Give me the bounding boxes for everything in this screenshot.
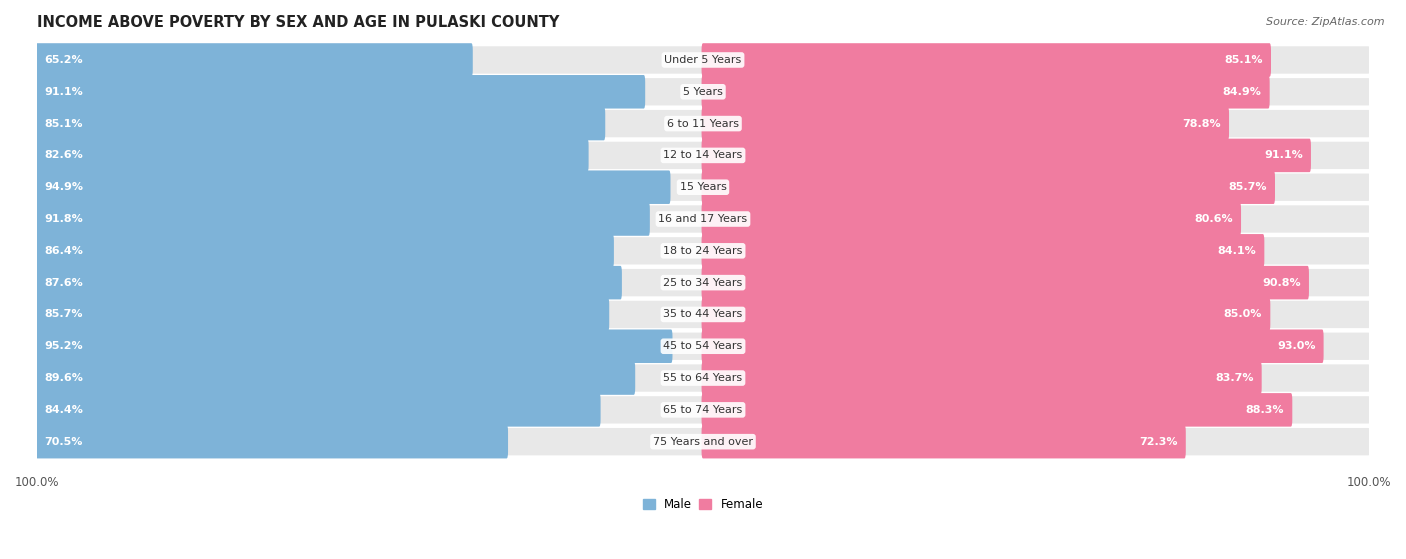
FancyBboxPatch shape <box>37 428 1369 456</box>
FancyBboxPatch shape <box>702 43 1271 77</box>
Text: 35 to 44 Years: 35 to 44 Years <box>664 310 742 319</box>
FancyBboxPatch shape <box>702 202 1241 236</box>
Text: 90.8%: 90.8% <box>1263 278 1301 288</box>
FancyBboxPatch shape <box>35 43 472 77</box>
FancyBboxPatch shape <box>702 107 1229 140</box>
FancyBboxPatch shape <box>37 173 1369 201</box>
Text: 91.1%: 91.1% <box>44 87 83 97</box>
FancyBboxPatch shape <box>37 396 1369 424</box>
FancyBboxPatch shape <box>37 364 1369 392</box>
Text: 86.4%: 86.4% <box>44 246 83 256</box>
Text: 91.8%: 91.8% <box>44 214 83 224</box>
FancyBboxPatch shape <box>702 234 1264 268</box>
FancyBboxPatch shape <box>35 170 671 204</box>
FancyBboxPatch shape <box>702 329 1323 363</box>
FancyBboxPatch shape <box>37 237 1369 264</box>
FancyBboxPatch shape <box>37 78 1369 106</box>
Text: 16 and 17 Years: 16 and 17 Years <box>658 214 748 224</box>
Text: 95.2%: 95.2% <box>44 341 83 351</box>
Text: 94.9%: 94.9% <box>44 182 83 192</box>
FancyBboxPatch shape <box>37 142 1369 169</box>
FancyBboxPatch shape <box>702 393 1292 427</box>
Text: 85.7%: 85.7% <box>44 310 83 319</box>
Text: 87.6%: 87.6% <box>44 278 83 288</box>
FancyBboxPatch shape <box>702 361 1261 395</box>
Text: 25 to 34 Years: 25 to 34 Years <box>664 278 742 288</box>
FancyBboxPatch shape <box>702 425 1185 458</box>
Text: 91.1%: 91.1% <box>1264 150 1303 160</box>
FancyBboxPatch shape <box>37 301 1369 328</box>
Text: 65 to 74 Years: 65 to 74 Years <box>664 405 742 415</box>
Text: INCOME ABOVE POVERTY BY SEX AND AGE IN PULASKI COUNTY: INCOME ABOVE POVERTY BY SEX AND AGE IN P… <box>37 15 560 30</box>
Text: 88.3%: 88.3% <box>1246 405 1284 415</box>
FancyBboxPatch shape <box>37 269 1369 296</box>
Text: 84.1%: 84.1% <box>1218 246 1256 256</box>
Text: 15 Years: 15 Years <box>679 182 727 192</box>
FancyBboxPatch shape <box>702 298 1271 331</box>
Text: 82.6%: 82.6% <box>44 150 83 160</box>
Text: 85.7%: 85.7% <box>1229 182 1267 192</box>
FancyBboxPatch shape <box>37 110 1369 138</box>
Text: 84.4%: 84.4% <box>44 405 83 415</box>
Text: 84.9%: 84.9% <box>1223 87 1261 97</box>
Text: 45 to 54 Years: 45 to 54 Years <box>664 341 742 351</box>
Text: 85.1%: 85.1% <box>44 119 83 129</box>
FancyBboxPatch shape <box>35 329 672 363</box>
FancyBboxPatch shape <box>35 234 614 268</box>
Legend: Male, Female: Male, Female <box>638 494 768 516</box>
FancyBboxPatch shape <box>702 75 1270 108</box>
FancyBboxPatch shape <box>35 107 605 140</box>
Text: 6 to 11 Years: 6 to 11 Years <box>666 119 740 129</box>
Text: 12 to 14 Years: 12 to 14 Years <box>664 150 742 160</box>
FancyBboxPatch shape <box>702 139 1310 172</box>
FancyBboxPatch shape <box>35 75 645 108</box>
FancyBboxPatch shape <box>35 266 621 300</box>
Text: 75 Years and over: 75 Years and over <box>652 437 754 447</box>
FancyBboxPatch shape <box>35 139 589 172</box>
Text: 65.2%: 65.2% <box>44 55 83 65</box>
FancyBboxPatch shape <box>37 333 1369 360</box>
Text: 5 Years: 5 Years <box>683 87 723 97</box>
Text: 85.1%: 85.1% <box>1225 55 1263 65</box>
Text: 55 to 64 Years: 55 to 64 Years <box>664 373 742 383</box>
Text: 72.3%: 72.3% <box>1139 437 1178 447</box>
FancyBboxPatch shape <box>37 46 1369 74</box>
Text: 78.8%: 78.8% <box>1182 119 1220 129</box>
FancyBboxPatch shape <box>35 202 650 236</box>
Text: 80.6%: 80.6% <box>1194 214 1233 224</box>
Text: 70.5%: 70.5% <box>44 437 83 447</box>
Text: 85.0%: 85.0% <box>1223 310 1263 319</box>
FancyBboxPatch shape <box>35 361 636 395</box>
Text: 93.0%: 93.0% <box>1277 341 1316 351</box>
Text: Under 5 Years: Under 5 Years <box>665 55 741 65</box>
Text: 89.6%: 89.6% <box>44 373 83 383</box>
FancyBboxPatch shape <box>35 393 600 427</box>
FancyBboxPatch shape <box>37 205 1369 233</box>
FancyBboxPatch shape <box>702 266 1309 300</box>
Text: 18 to 24 Years: 18 to 24 Years <box>664 246 742 256</box>
Text: Source: ZipAtlas.com: Source: ZipAtlas.com <box>1267 17 1385 27</box>
Text: 83.7%: 83.7% <box>1215 373 1254 383</box>
FancyBboxPatch shape <box>702 170 1275 204</box>
FancyBboxPatch shape <box>35 298 609 331</box>
FancyBboxPatch shape <box>35 425 508 458</box>
